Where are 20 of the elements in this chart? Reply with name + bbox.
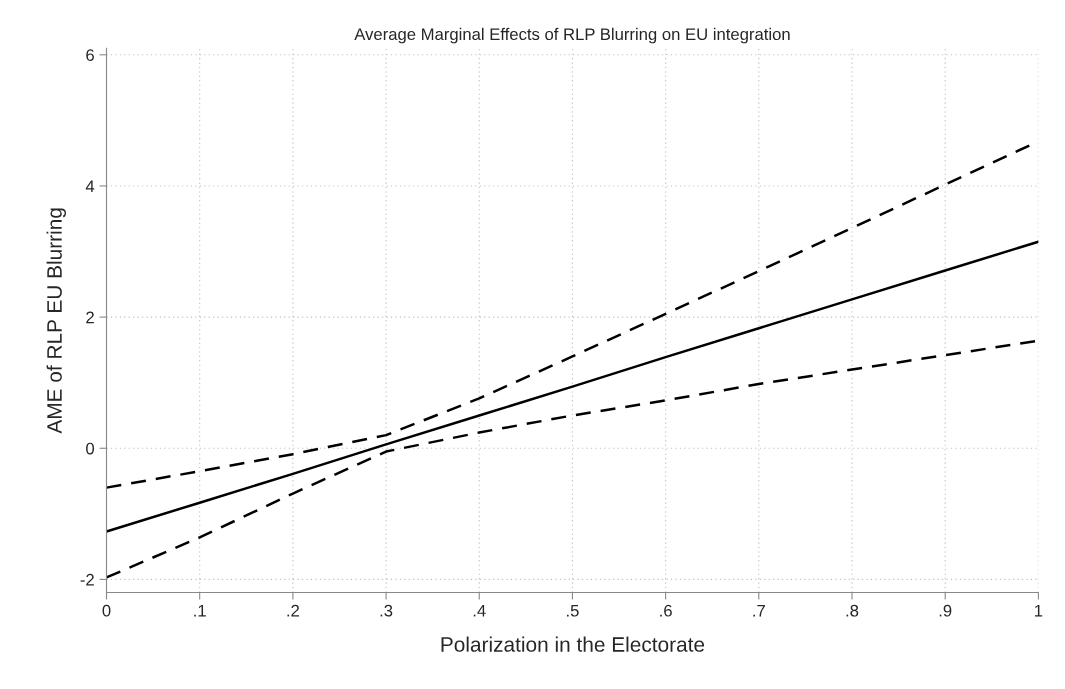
y-tick-label: -2 [80,573,94,586]
x-tick-label: .6 [660,604,672,617]
x-tick-label: .4 [473,604,486,617]
x-tick-label: .5 [567,604,579,617]
x-tick-label: 1 [1035,604,1043,617]
x-tick-label: 0 [102,604,111,617]
x-tick-label: .2 [287,604,299,617]
y-tick-label: 6 [86,49,94,61]
y-axis-title: AME of RLP EU Blurring [46,208,66,434]
x-tick-label: .9 [939,604,952,617]
y-tick-label: 0 [86,442,95,455]
x-tick-label: .7 [753,604,765,617]
x-tick-label: .3 [380,604,393,617]
y-tick-label: 2 [86,311,94,324]
x-tick-label: .1 [194,604,206,617]
chart-title: Average Marginal Effects of RLP Blurring on EU integration [354,27,790,44]
x-tick-label: .8 [846,604,859,617]
y-tick-label: 4 [85,180,95,192]
x-axis-title: Polarization in the Electorate [441,636,705,652]
line-series [106,240,1039,533]
